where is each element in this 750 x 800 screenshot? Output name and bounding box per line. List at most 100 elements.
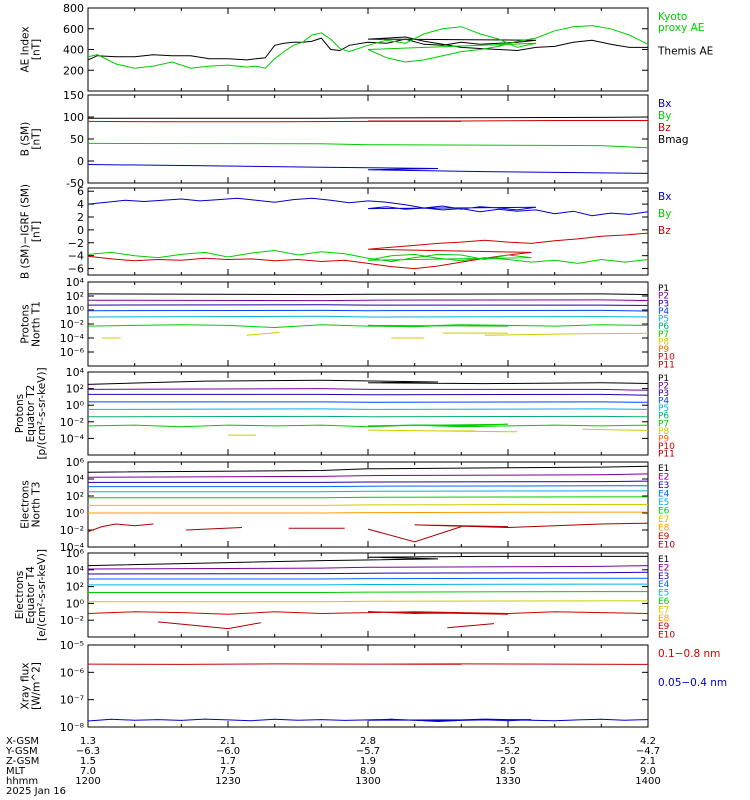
y-axis-label: B (SM)−IGRF (SM): [20, 184, 32, 279]
panel-frame: [87, 552, 649, 638]
orbit-value: 1.7: [220, 756, 236, 767]
series-line: [88, 309, 648, 312]
series-legend-label: E2: [658, 473, 669, 483]
series-legend-label: E4: [658, 490, 670, 500]
series-legend-label: E2: [658, 563, 669, 573]
series-legend-label: P7: [658, 419, 669, 429]
orbit-value: 7.0: [80, 766, 96, 777]
y-axis-label: [p/(cm²-s-sr-keV)]: [36, 367, 48, 459]
y-tick-label: 10⁻⁶: [60, 666, 85, 679]
series-group: [88, 25, 648, 76]
y-tick-label: 600: [63, 23, 84, 36]
series-line: [88, 232, 648, 270]
y-axis-label: Protons: [20, 304, 32, 343]
series-legend-label: P4: [658, 397, 669, 407]
series-legend-label: By: [658, 208, 671, 220]
y-axis-label: Electrons: [14, 571, 26, 620]
orbit-row-label: hhmm: [6, 776, 38, 787]
y-tick-label: 6: [77, 185, 84, 198]
series-line: [88, 473, 648, 478]
panel-frame: [87, 371, 649, 456]
y-tick-label: 10⁶: [66, 456, 85, 469]
y-tick-label: 10⁰: [66, 507, 85, 520]
y-tick-label: 10²: [66, 383, 84, 396]
series-legend-label: P11: [658, 449, 675, 459]
series-line: [88, 555, 648, 567]
y-tick-label: 10²: [66, 290, 84, 303]
orbit-value: 1300: [355, 776, 380, 787]
orbit-value: −6.3: [76, 746, 100, 757]
series-legend-label: P1: [658, 284, 669, 294]
y-axis-label: [e/(cm²-s-sr-keV)]: [36, 549, 48, 641]
y-tick-label: 200: [63, 64, 84, 77]
series-line: [88, 116, 648, 119]
series-legend-label: Kyoto: [658, 11, 687, 23]
series-group: [88, 197, 648, 270]
orbit-value: −4.7: [636, 746, 660, 757]
series-line: [88, 465, 648, 473]
series-legend-label: E7: [658, 515, 669, 525]
orbit-date: 2025 Jan 16: [6, 786, 66, 797]
y-axis-label: Equator T2: [25, 385, 37, 443]
y-tick-label: 10⁰: [66, 597, 85, 610]
series-legend-label: E8: [658, 524, 670, 534]
y-tick-label: 10⁻⁴: [60, 332, 85, 345]
y-tick-label: 10⁻²: [60, 524, 84, 537]
y-tick-label: 10⁻²: [60, 416, 84, 429]
y-axis-label: Xray flux: [20, 663, 32, 710]
series-legend-label: E10: [658, 631, 675, 641]
panel-xray: 10⁻⁸ 10⁻⁷ 10⁻⁶ 10⁻⁵ Xray flux [W/m^2] 0.1−0.8 …: [20, 639, 728, 734]
y-tick-label: 10⁻²: [60, 614, 84, 627]
series-legend-label: By: [658, 110, 671, 122]
series-line: [157, 621, 261, 630]
y-tick-label: 10⁻²: [60, 318, 84, 331]
series-legend-label: P3: [658, 299, 669, 309]
y-tick-label: 10⁴: [66, 473, 85, 486]
y-tick-label: 10⁴: [66, 276, 85, 289]
series-legend-label: P10: [658, 353, 675, 363]
series-group: [88, 465, 648, 543]
series-legend-label: P5: [658, 315, 669, 325]
y-tick-label: 10⁻⁸: [60, 721, 85, 734]
series-legend-label: P7: [658, 330, 669, 340]
orbit-row-label: Z-GSM: [6, 756, 39, 767]
y-tick-label: −6: [68, 263, 84, 276]
series-legend-label: P2: [658, 382, 669, 392]
series-legend-label: E9: [658, 622, 670, 632]
series-line: [88, 119, 648, 123]
series-legend-label: E1: [658, 555, 669, 565]
series-legend-label: P5: [658, 404, 669, 414]
series-legend-label: E8: [658, 614, 670, 624]
series-line: [88, 565, 648, 570]
y-tick-label: 0: [77, 155, 84, 168]
series-legend-label: P6: [658, 322, 669, 332]
series-line: [88, 379, 648, 387]
y-axis-label: AE Index: [20, 26, 32, 72]
orbit-value: 2.1: [640, 756, 656, 767]
series-line: [88, 663, 648, 665]
y-tick-label: 400: [63, 44, 84, 57]
y-axis-label: North T1: [31, 301, 43, 347]
panel-ee: 10⁻² 10⁰ 10² 10⁴ 10⁶ Electrons Equator T4 [e/(c…: [14, 547, 675, 641]
series-line: [88, 324, 648, 329]
series-line: [88, 523, 154, 533]
orbit-value: 9.0: [640, 766, 656, 777]
series-legend-label: E3: [658, 481, 669, 491]
series-line: [88, 164, 648, 176]
series-line: [88, 718, 648, 723]
series-line: [185, 527, 243, 531]
orbit-value: 7.5: [220, 766, 236, 777]
series-legend-label: E6: [658, 507, 670, 517]
y-tick-label: −2: [68, 237, 84, 250]
series-line: [88, 571, 648, 575]
series-line: [88, 299, 648, 302]
panel-pe: 10⁻⁴ 10⁻² 10⁰ 10² 10⁴ Protons Equator T2 [p/(cm…: [14, 366, 675, 460]
series-line: [88, 36, 648, 76]
series-legend-label: Bmag: [658, 134, 689, 146]
series-legend-label: 0.1−0.8 nm: [658, 648, 720, 660]
